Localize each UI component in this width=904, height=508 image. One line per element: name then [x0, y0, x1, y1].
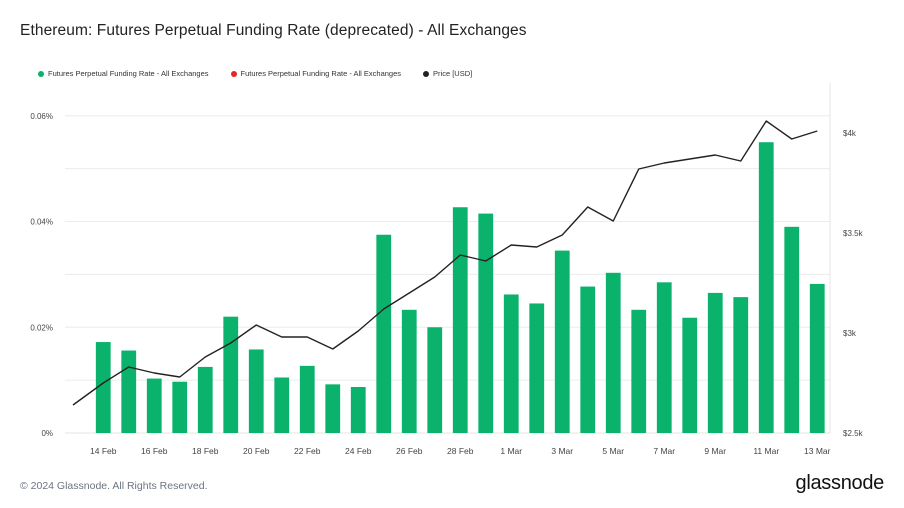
x-tick-label: 7 Mar [653, 446, 675, 456]
funding-rate-bar [427, 327, 443, 433]
funding-rate-bar [146, 378, 162, 433]
funding-rate-bar [580, 286, 596, 433]
funding-rate-bar [95, 342, 111, 433]
funding-rate-bar [401, 309, 417, 433]
funding-rate-bar [376, 234, 392, 433]
funding-rate-bar [223, 316, 239, 433]
x-tick-label: 18 Feb [192, 446, 219, 456]
glassnode-logo: glassnode [795, 472, 885, 494]
x-tick-label: 3 Mar [551, 446, 573, 456]
y-left-tick-label: 0.06% [30, 112, 53, 121]
x-tick-label: 1 Mar [500, 446, 522, 456]
legend-item-funding-rate-positive[interactable]: Futures Perpetual Funding Rate - All Exc… [38, 69, 209, 78]
y-left-tick-label: 0.02% [30, 323, 53, 332]
legend-dot-red [230, 70, 237, 77]
funding-rate-bar [299, 365, 315, 433]
y-left-tick-label: 0.04% [30, 218, 53, 227]
copyright-text: © 2024 Glassnode. All Rights Reserved. [20, 480, 208, 492]
x-tick-label: 5 Mar [602, 446, 624, 456]
legend: Futures Perpetual Funding Rate - All Exc… [38, 69, 472, 78]
funding-rate-bar [682, 317, 698, 433]
funding-rate-bar [452, 207, 468, 433]
legend-label: Futures Perpetual Funding Rate - All Exc… [48, 69, 209, 78]
funding-rate-bar [784, 226, 800, 433]
funding-rate-bar [529, 303, 545, 433]
funding-rate-bar [172, 381, 188, 433]
funding-rate-bar [758, 142, 774, 433]
legend-item-price[interactable]: Price [USD] [423, 69, 472, 78]
x-tick-label: 11 Mar [753, 446, 779, 456]
y-right-tick-label: $4k [843, 129, 857, 138]
funding-rate-bar [325, 384, 341, 433]
legend-label: Futures Perpetual Funding Rate - All Exc… [240, 69, 402, 78]
x-tick-label: 26 Feb [396, 446, 423, 456]
x-tick-label: 20 Feb [243, 446, 270, 456]
x-tick-label: 24 Feb [345, 446, 372, 456]
funding-rate-bar [554, 250, 570, 433]
legend-dot-black [423, 70, 430, 77]
funding-rate-bar [478, 213, 494, 433]
x-tick-label: 14 Feb [90, 446, 117, 456]
legend-label: Price [USD] [433, 69, 473, 78]
y-left-tick-label: 0% [41, 429, 53, 438]
legend-dot-green [38, 70, 44, 77]
x-tick-label: 16 Feb [141, 446, 168, 456]
funding-rate-bar [605, 272, 621, 433]
funding-rate-bar [656, 282, 672, 433]
funding-rate-bar [274, 377, 290, 433]
funding-rate-bar [248, 349, 264, 433]
y-right-tick-label: $3k [843, 329, 857, 338]
chart-title: Ethereum: Futures Perpetual Funding Rate… [20, 22, 527, 39]
funding-rate-bar [631, 309, 647, 433]
x-tick-label: 13 Mar [804, 446, 831, 456]
funding-rate-bar [350, 387, 366, 433]
x-tick-label: 9 Mar [704, 446, 726, 456]
x-tick-label: 28 Feb [447, 446, 474, 456]
funding-rate-bar [707, 292, 723, 433]
funding-rate-bar [503, 294, 519, 433]
funding-rate-bar [197, 366, 213, 433]
funding-rate-bar [733, 297, 749, 433]
legend-item-funding-rate-negative[interactable]: Futures Perpetual Funding Rate - All Exc… [230, 69, 402, 78]
funding-rate-bar [809, 283, 825, 433]
x-tick-label: 22 Feb [294, 446, 321, 456]
y-right-tick-label: $3.5k [843, 229, 864, 238]
price-line [72, 120, 818, 406]
funding-rate-bar [121, 350, 137, 433]
y-right-tick-label: $2.5k [843, 429, 864, 438]
